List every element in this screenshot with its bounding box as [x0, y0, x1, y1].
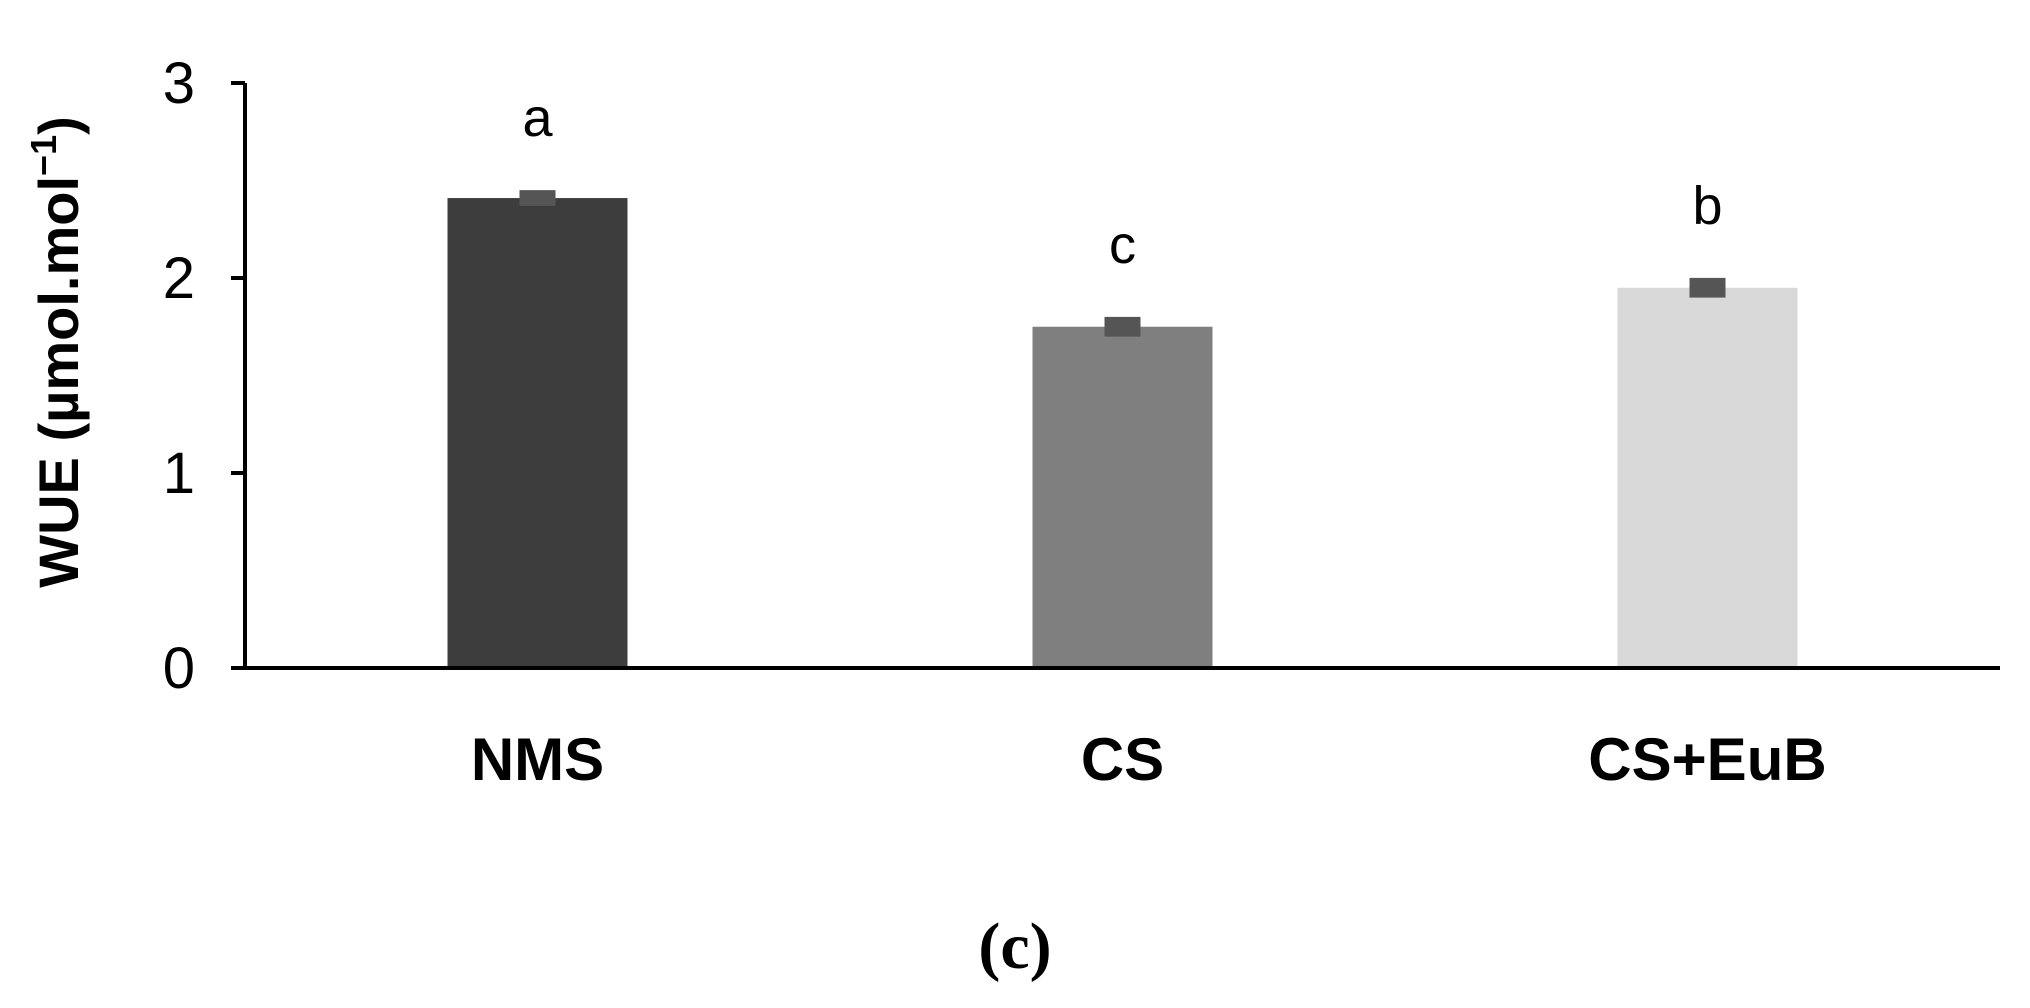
bars [447, 198, 1798, 669]
y-axis-title-end: ) [27, 116, 90, 135]
y-axis-title-main: WUE (µmol.mol [27, 176, 90, 588]
y-axis-title: WUE (µmol.mol−1) [23, 116, 90, 588]
y-tick-label: 3 [163, 51, 195, 116]
category-label: NMS [471, 726, 604, 793]
y-ticks: 0 1 2 3 [163, 51, 245, 701]
significance-label: b [1692, 176, 1722, 236]
bar-cs-eub [1617, 287, 1798, 668]
error-bar [1104, 316, 1141, 337]
bar-nms [447, 198, 628, 669]
panel-label: (c) [978, 910, 1051, 983]
y-axis-title-superscript: −1 [23, 135, 64, 176]
significance-label: c [1109, 215, 1136, 275]
error-bar [519, 190, 556, 206]
error-bars [519, 190, 1726, 337]
y-tick-label: 0 [163, 636, 195, 701]
bar-cs [1032, 326, 1213, 668]
error-bar [1689, 277, 1726, 298]
significance-labels: a c b [522, 88, 1722, 275]
category-label: CS [1081, 726, 1164, 793]
y-tick-label: 1 [163, 441, 195, 506]
significance-label: a [522, 88, 553, 148]
y-tick-label: 2 [163, 246, 195, 311]
category-labels: NMS CS CS+EuB [471, 726, 1827, 793]
category-label: CS+EuB [1588, 726, 1826, 793]
